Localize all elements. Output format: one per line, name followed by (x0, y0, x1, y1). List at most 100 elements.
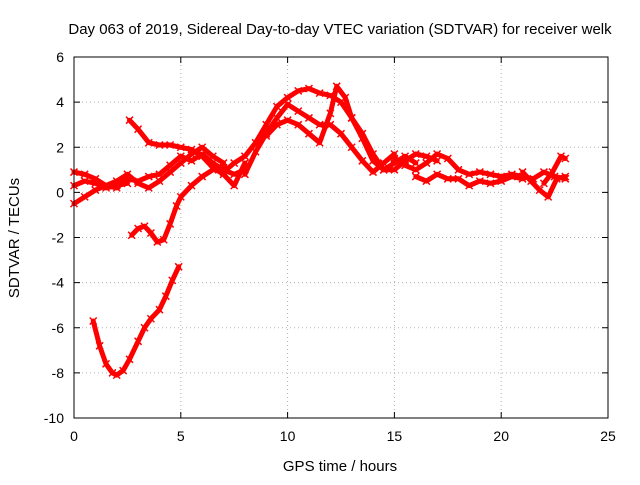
data-point (108, 368, 117, 377)
data-point (134, 125, 143, 134)
data-point (433, 149, 442, 159)
data-point (369, 149, 378, 159)
x-tick-label: 15 (387, 428, 403, 444)
data-point (198, 152, 207, 161)
y-tick-label: 2 (56, 139, 64, 155)
data-point (112, 371, 121, 380)
data-point (166, 140, 175, 150)
data-point (240, 152, 249, 161)
data-point (208, 152, 217, 161)
chart-title: Day 063 of 2019, Sidereal Day-to-day VTE… (68, 21, 612, 38)
data-point (315, 120, 324, 129)
x-tick-label: 0 (70, 428, 78, 444)
y-tick-label: -8 (52, 365, 65, 381)
data-point (561, 154, 570, 163)
y-tick-label: -2 (52, 230, 65, 246)
data-point (140, 323, 149, 332)
data-point (411, 172, 420, 181)
data-point (155, 305, 164, 314)
data-point (527, 177, 536, 186)
data-point (411, 149, 420, 159)
series-layer (69, 82, 570, 380)
x-tick-label: 20 (493, 428, 509, 444)
data-point (548, 168, 557, 177)
data-point (283, 116, 292, 125)
y-tick-label: 4 (56, 94, 64, 110)
data-point (80, 192, 89, 201)
data-point (161, 292, 170, 301)
data-point (176, 192, 185, 201)
data-point (140, 222, 149, 231)
data-point (144, 183, 153, 192)
data-point (552, 174, 561, 183)
y-tick-label: -10 (44, 410, 64, 426)
data-point (475, 168, 484, 177)
data-point (80, 170, 89, 179)
data-point (390, 165, 399, 174)
data-point (123, 179, 132, 188)
data-point (443, 154, 452, 163)
data-point (146, 228, 155, 238)
data-point (219, 168, 228, 177)
data-point (91, 186, 100, 195)
data-point (294, 107, 303, 116)
data-point (326, 109, 335, 118)
data-point (283, 93, 292, 102)
data-point (443, 174, 452, 183)
data-point (369, 168, 378, 177)
data-point (507, 172, 516, 181)
data-point (159, 235, 168, 244)
data-point (336, 129, 346, 138)
data-point (454, 165, 463, 174)
data-point (358, 129, 367, 138)
x-tick-label: 10 (280, 428, 296, 444)
data-point (411, 165, 420, 174)
series-line-arc-9 (263, 83, 440, 173)
data-point (304, 113, 313, 122)
data-point (134, 179, 143, 188)
data-point (155, 177, 164, 186)
data-point (341, 93, 350, 102)
data-point (272, 120, 281, 129)
data-point (187, 181, 196, 190)
data-point (144, 172, 153, 181)
data-point (172, 201, 181, 210)
data-point (174, 262, 183, 271)
data-point (486, 170, 495, 179)
data-point (153, 237, 162, 247)
data-point (125, 355, 134, 364)
data-point (379, 165, 388, 174)
data-point (198, 172, 207, 181)
data-point (561, 172, 570, 181)
data-point (347, 113, 356, 122)
data-point (315, 138, 324, 147)
data-point (112, 181, 121, 190)
data-point (166, 168, 175, 177)
data-point (144, 138, 153, 147)
data-point (475, 177, 484, 186)
data-point (123, 170, 132, 179)
data-point (134, 224, 143, 233)
y-tick-label: -6 (52, 320, 65, 336)
y-tick-label: -4 (52, 275, 65, 291)
data-point (125, 116, 134, 125)
data-point (465, 170, 474, 179)
data-point (187, 145, 196, 154)
x-tick-label: 25 (600, 428, 616, 444)
data-point (240, 170, 249, 179)
data-point (230, 181, 239, 190)
data-point (401, 161, 410, 170)
data-point (102, 183, 111, 192)
data-point (535, 186, 544, 195)
data-point (198, 143, 207, 152)
data-point (454, 174, 463, 183)
data-point (176, 159, 185, 168)
data-point (486, 179, 495, 188)
data-point (294, 86, 303, 95)
data-point (119, 366, 128, 375)
y-axis-title: SDTVAR / TECUs (6, 178, 23, 298)
data-point (347, 143, 356, 152)
data-point (556, 152, 566, 161)
